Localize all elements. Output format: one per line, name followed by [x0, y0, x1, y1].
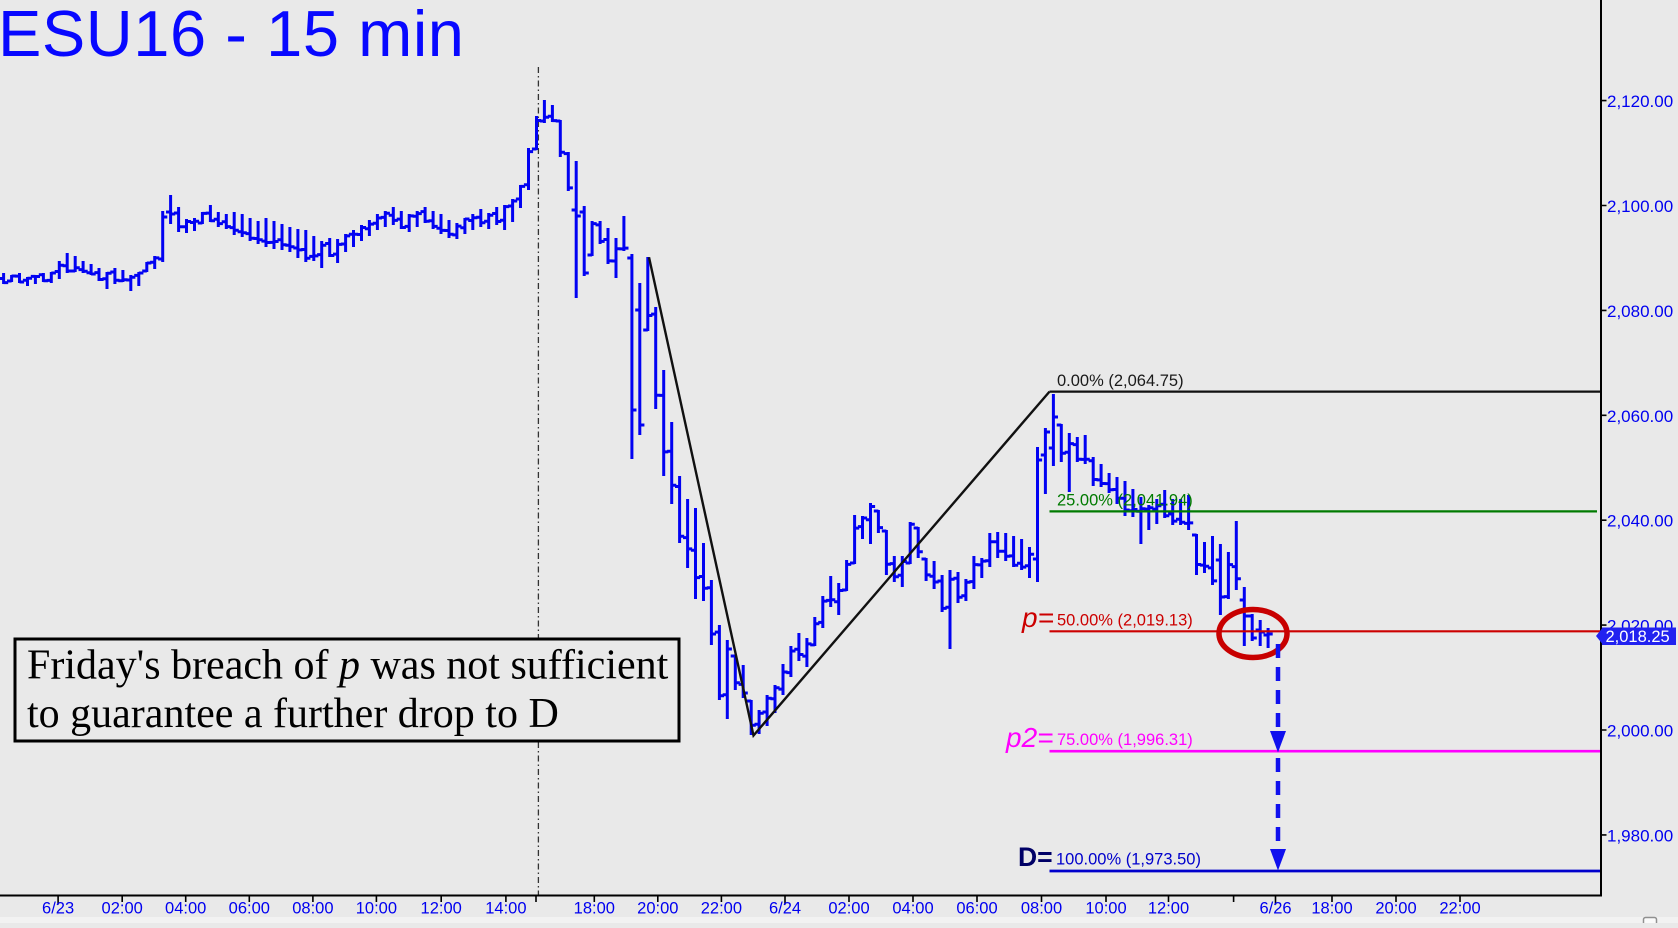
- svg-text:50.00% (2,019.13): 50.00% (2,019.13): [1057, 612, 1193, 630]
- svg-text:100.00% (1,973.50): 100.00% (1,973.50): [1056, 851, 1201, 869]
- svg-text:10:00: 10:00: [1085, 900, 1126, 918]
- svg-text:75.00% (1,996.31): 75.00% (1,996.31): [1057, 731, 1193, 749]
- svg-text:Friday's breach of p was not s: Friday's breach of p was not sufficient: [27, 643, 669, 689]
- svg-text:2,100.00: 2,100.00: [1607, 197, 1673, 216]
- svg-text:02:00: 02:00: [828, 900, 869, 918]
- svg-text:18:00: 18:00: [1311, 900, 1352, 918]
- svg-text:14:00: 14:00: [485, 900, 526, 918]
- svg-text:06:00: 06:00: [956, 900, 997, 918]
- svg-text:2,060.00: 2,060.00: [1607, 407, 1673, 426]
- svg-text:12:00: 12:00: [1148, 900, 1189, 918]
- svg-text:6/23: 6/23: [42, 900, 74, 918]
- svg-text:22:00: 22:00: [1439, 900, 1480, 918]
- svg-text:2,080.00: 2,080.00: [1607, 302, 1673, 321]
- svg-text:p=: p=: [1021, 602, 1054, 633]
- svg-text:04:00: 04:00: [165, 900, 206, 918]
- svg-text:18:00: 18:00: [574, 900, 615, 918]
- svg-text:D=: D=: [1018, 842, 1053, 872]
- svg-text:1,980.00: 1,980.00: [1607, 826, 1673, 845]
- svg-text:20:00: 20:00: [637, 900, 678, 918]
- svg-text:06:00: 06:00: [229, 900, 270, 918]
- svg-text:04:00: 04:00: [892, 900, 933, 918]
- svg-text:10:00: 10:00: [356, 900, 397, 918]
- svg-text:20:00: 20:00: [1375, 900, 1416, 918]
- svg-text:2,018.25: 2,018.25: [1606, 628, 1670, 646]
- svg-text:to guarantee a further drop to: to guarantee a further drop to D: [27, 691, 559, 737]
- svg-text:0.00% (2,064.75): 0.00% (2,064.75): [1057, 372, 1184, 390]
- svg-text:2,040.00: 2,040.00: [1607, 512, 1673, 531]
- svg-text:ESU16 - 15 min: ESU16 - 15 min: [0, 0, 465, 70]
- svg-text:25.00% (2,041.94): 25.00% (2,041.94): [1057, 492, 1193, 510]
- svg-text:2,000.00: 2,000.00: [1607, 722, 1673, 741]
- svg-text:02:00: 02:00: [102, 900, 143, 918]
- svg-text:p2=: p2=: [1005, 722, 1054, 753]
- svg-text:2,120.00: 2,120.00: [1607, 92, 1673, 111]
- svg-text:12:00: 12:00: [421, 900, 462, 918]
- svg-text:6/26: 6/26: [1259, 900, 1291, 918]
- svg-text:22:00: 22:00: [701, 900, 742, 918]
- svg-text:6/24: 6/24: [769, 900, 801, 918]
- svg-text:08:00: 08:00: [292, 900, 333, 918]
- svg-text:08:00: 08:00: [1021, 900, 1062, 918]
